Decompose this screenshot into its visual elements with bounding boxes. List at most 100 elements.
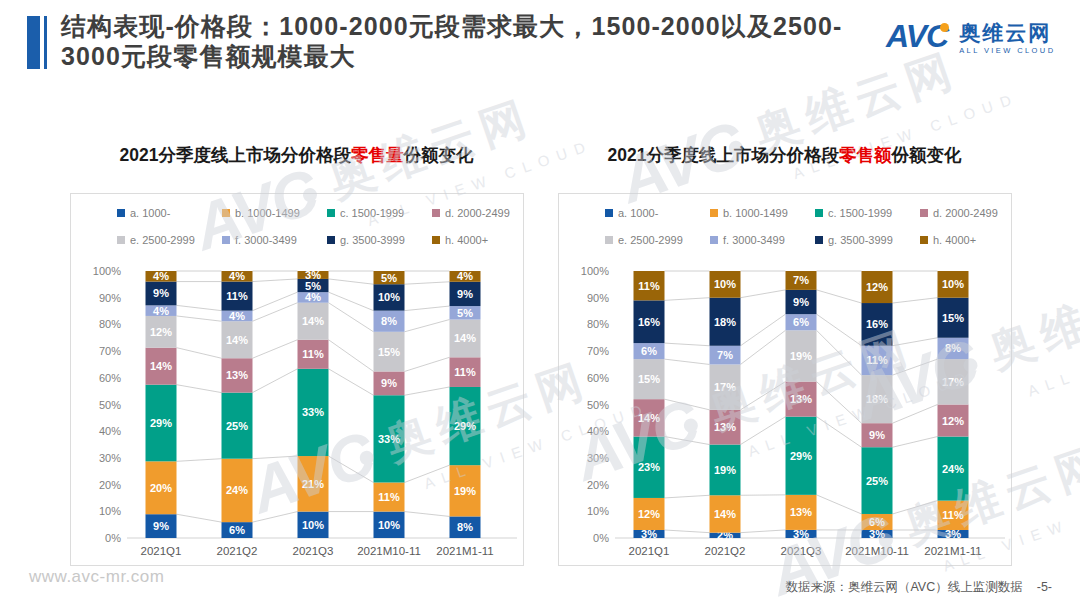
legend-swatch [815,209,823,217]
website-url: www.avc-mr.com [29,567,164,587]
legend-label: e. 2500-2999 [130,234,195,246]
y-tick-label: 70% [99,345,121,357]
legend-swatch [605,209,613,217]
chart-volume: a. 1000-b. 1000-1499c. 1500-1999d. 2000-… [70,193,524,566]
bar-value-label: 11% [378,491,400,503]
legend-label: d. 2000-2499 [933,207,998,219]
legend-label: b. 1000-1499 [235,207,300,219]
bar-value-label: 9% [869,429,885,441]
legend-label: c. 1500-1999 [828,207,892,219]
legend-item: d. 2000-2499 [432,205,537,221]
bar-value-label: 4% [229,270,245,282]
bar-value-label: 11% [226,290,248,302]
x-category-label: 2021Q2 [705,545,746,557]
data-source-note: 数据来源：奥维云网（AVC）线上监测数据-5- [785,579,1052,596]
bar-value-label: 4% [153,305,169,317]
chart-title-volume: 2021分季度线上市场分价格段零售量份额变化 [70,143,523,167]
y-tick-label: 100% [581,265,609,277]
bar-value-label: 20% [150,482,172,494]
y-tick-label: 40% [587,425,609,437]
legend-swatch [222,236,230,244]
y-tick-label: 40% [99,425,121,437]
y-tick-label: 30% [587,452,609,464]
bar-value-label: 8% [381,315,397,327]
bar-value-label: 12% [638,508,660,520]
legend-label: a. 1000- [618,207,658,219]
legend-item: h. 4000+ [920,232,1025,248]
legend-swatch [605,236,613,244]
bar-value-label: 14% [302,315,324,327]
bar-value-label: 6% [869,516,885,528]
title-accent-bar [27,16,40,69]
bar-value-label: 5% [457,307,473,319]
bar-value-label: 17% [714,381,736,393]
bar-value-label: 14% [714,508,736,520]
bar-value-label: 29% [790,450,812,462]
stacked-bar-plot: 0%10%20%30%40%50%60%70%80%90%100%9%20%29… [71,256,523,562]
legend-swatch [920,236,928,244]
bar-value-label: 13% [790,506,812,518]
avc-logo-text: AVC [886,21,948,52]
bar-value-label: 11% [454,366,476,378]
bar-value-label: 13% [226,369,248,381]
legend-swatch [327,209,335,217]
x-category-label: 2021M10-11 [845,545,909,557]
bar-value-label: 7% [793,274,809,286]
bar-value-label: 18% [714,316,736,328]
y-tick-label: 100% [93,265,121,277]
bar-value-label: 10% [378,519,400,531]
slide-title: 结构表现-价格段：1000-2000元段需求最大，1500-2000以及2500… [61,11,911,71]
legend-item: b. 1000-1499 [710,205,815,221]
stacked-bar-plot: 0%10%20%30%40%50%60%70%80%90%100%3%12%23… [559,256,1011,562]
avc-logo: AVC 奥维云网 ALL VIEW CLOUD [886,21,1055,55]
bar-value-label: 6% [793,316,809,328]
legend-swatch [327,236,335,244]
bar-value-label: 3% [305,269,321,281]
bar-value-label: 4% [229,310,245,322]
legend-label: g. 3500-3999 [340,234,405,246]
bar-value-label: 4% [305,291,321,303]
chart-revenue: a. 1000- b. 1000-1499 c. 1500-1999 d. 2000-… [558,193,1012,566]
legend-label: b. 1000-1499 [723,207,788,219]
legend-item: e. 2500-2999 [605,232,710,248]
x-category-label: 2021Q1 [141,545,182,557]
legend-item: b. 1000-1499 [222,205,327,221]
legend-swatch [222,209,230,217]
chart-legend: a. 1000-b. 1000-1499c. 1500-1999d. 2000-… [117,205,517,248]
x-category-label: 2021Q2 [217,545,258,557]
legend-swatch [815,236,823,244]
legend-label: a. 1000- [130,207,170,219]
x-category-label: 2021Q1 [629,545,670,557]
slide-title-line2: 3000元段零售额规模最大 [61,42,356,70]
bar-value-label: 9% [153,287,169,299]
bar-value-label: 15% [942,312,964,324]
bar-value-label: 25% [226,420,248,432]
legend-swatch [432,236,440,244]
bar-value-label: 10% [714,278,736,290]
y-tick-label: 20% [587,479,609,491]
bar-value-label: 12% [866,281,888,293]
y-tick-label: 90% [587,292,609,304]
legend-swatch [117,209,125,217]
legend-item: e. 2500-2999 [117,232,222,248]
legend-item: f. 3000-3499 [710,232,815,248]
bar-value-label: 6% [641,345,657,357]
bar-value-label: 29% [454,420,476,432]
bar-value-label: 14% [150,360,172,372]
legend-item: h. 4000+ [432,232,537,248]
bar-value-label: 10% [378,291,400,303]
bar-value-label: 5% [305,280,321,292]
y-tick-label: 80% [587,318,609,330]
legend-item: c. 1500-1999 [815,205,920,221]
bar-value-label: 17% [942,376,964,388]
bar-value-label: 16% [638,316,660,328]
legend-item: a. 1000- [605,205,710,221]
bar-value-label: 19% [714,464,736,476]
bar-value-label: 11% [302,348,324,360]
legend-item: a. 1000- [117,205,222,221]
x-category-label: 2021Q3 [293,545,334,557]
bar-value-label: 8% [945,342,961,354]
legend-label: h. 4000+ [933,234,976,246]
page-number: -5- [1037,580,1052,594]
title-accent-bar-thin [44,16,47,69]
